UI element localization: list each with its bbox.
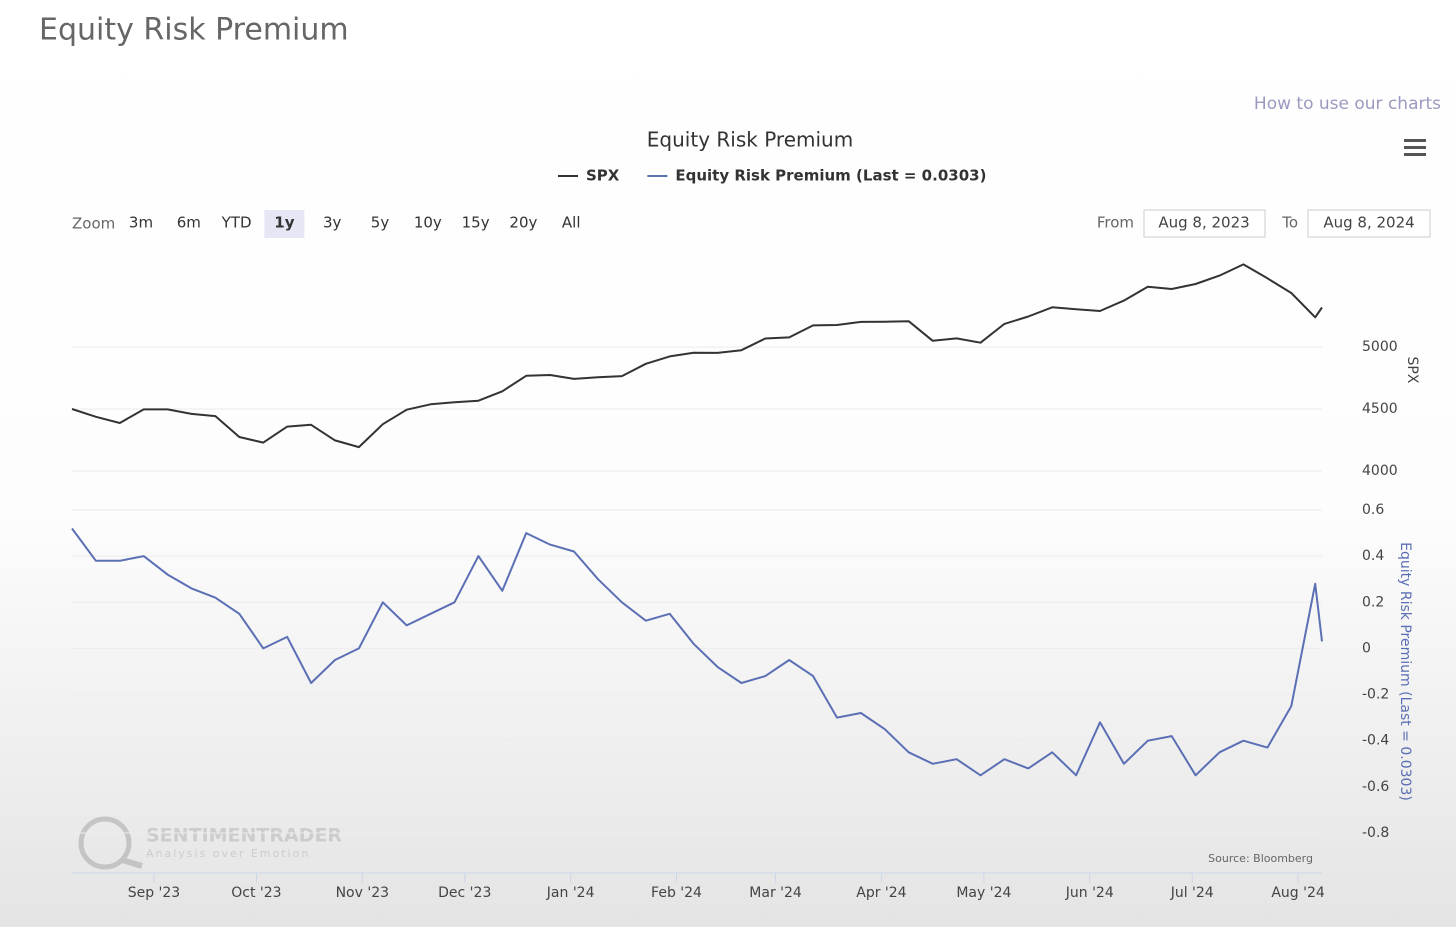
y-tick-label: 4500: [1362, 401, 1398, 417]
x-tick-label: Jun '24: [1065, 885, 1114, 901]
watermark: SENTIMENTRADER Analysis over Emotion: [78, 816, 342, 870]
to-input[interactable]: [1307, 209, 1431, 238]
zoom-button[interactable]: 20y: [509, 214, 537, 232]
source-credit: Source: Bloomberg: [1208, 852, 1313, 865]
series-line: [71, 263, 1323, 449]
zoom-label: Zoom: [72, 215, 115, 233]
y-tick-label: 0: [1362, 640, 1371, 656]
zoom-button[interactable]: 3y: [323, 214, 342, 232]
watermark-text: SENTIMENTRADER: [146, 825, 342, 847]
y-tick-label: 0.6: [1362, 502, 1384, 518]
zoom-button[interactable]: 10y: [414, 214, 442, 232]
x-tick-label: Feb '24: [651, 885, 702, 901]
y-axis-label: Equity Risk Premium (Last = 0.0303): [1397, 542, 1413, 801]
y-tick-label: -0.4: [1362, 733, 1389, 749]
legend-label: SPX: [586, 167, 620, 185]
menu-bar: [1404, 146, 1426, 149]
x-tick-label: Oct '23: [231, 885, 281, 901]
zoom-button[interactable]: 15y: [462, 214, 490, 232]
x-tick-label: Aug '24: [1271, 885, 1325, 901]
x-tick-label: Jul '24: [1170, 885, 1214, 901]
x-tick-label: May '24: [956, 885, 1011, 901]
watermark-logo: [121, 857, 143, 869]
y-tick-label: 0.2: [1362, 594, 1384, 610]
to-value: Aug 8, 2024: [1323, 214, 1414, 232]
zoom-button[interactable]: 5y: [371, 214, 390, 232]
zoom-button[interactable]: All: [562, 214, 581, 232]
x-tick-label: Sep '23: [128, 885, 181, 901]
menu-bar: [1404, 153, 1426, 156]
y-tick-label: 5000: [1362, 339, 1398, 355]
y-tick-label: 4000: [1362, 463, 1398, 479]
y-tick-label: -0.2: [1362, 687, 1389, 703]
menu-bar: [1404, 139, 1426, 142]
from-label: From: [1097, 214, 1134, 232]
legend-label: Equity Risk Premium (Last = 0.0303): [675, 167, 986, 185]
zoom-button[interactable]: 1y: [274, 214, 294, 232]
x-tick-label: Nov '23: [336, 885, 389, 901]
help-link[interactable]: How to use our charts: [1254, 94, 1441, 114]
to-label: To: [1281, 214, 1298, 232]
zoom-button[interactable]: 6m: [177, 214, 201, 232]
series-line: [71, 527, 1323, 777]
from-input[interactable]: [1143, 209, 1266, 238]
zoom-button[interactable]: 3m: [129, 214, 153, 232]
zoom-button[interactable]: YTD: [221, 214, 252, 232]
x-tick-label: Dec '23: [438, 885, 491, 901]
page-title: Equity Risk Premium: [39, 13, 349, 48]
y-tick-label: 0.4: [1362, 548, 1384, 564]
y-tick-label: -0.6: [1362, 779, 1389, 795]
x-tick-label: Jan '24: [546, 885, 595, 901]
from-value: Aug 8, 2023: [1158, 214, 1249, 232]
y-tick-label: -0.8: [1362, 825, 1389, 841]
y-axis-label: SPX: [1404, 357, 1420, 384]
menu-button[interactable]: [1404, 139, 1426, 156]
x-tick-label: Mar '24: [749, 885, 802, 901]
watermark-logo: [78, 816, 132, 870]
zoom-button-selected[interactable]: [264, 210, 305, 238]
x-tick-label: Apr '24: [856, 885, 906, 901]
watermark-tagline: Analysis over Emotion: [146, 847, 310, 860]
chart-title: Equity Risk Premium: [647, 128, 853, 152]
